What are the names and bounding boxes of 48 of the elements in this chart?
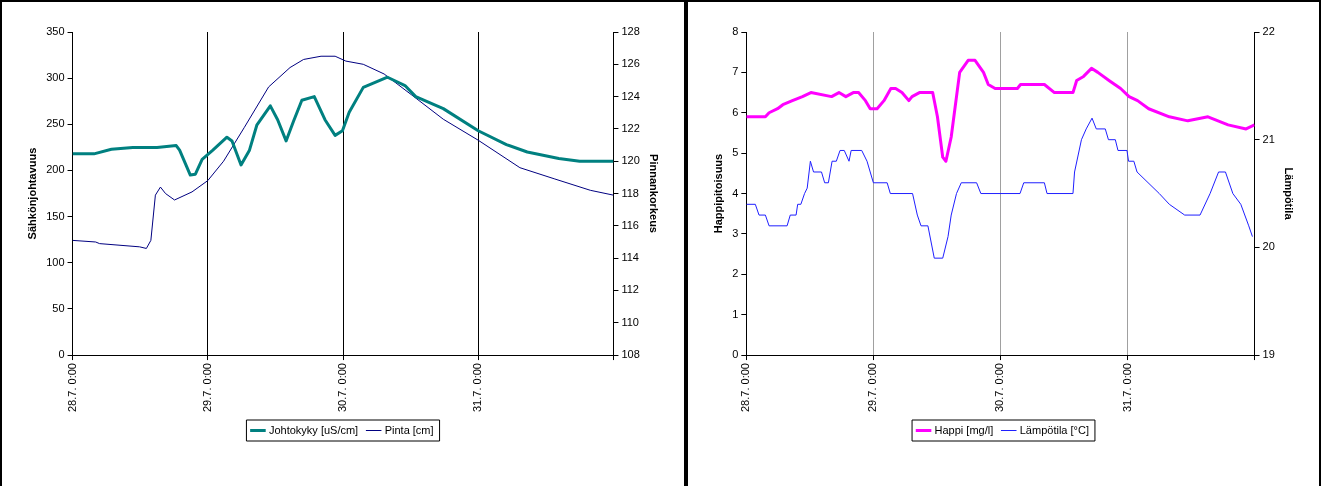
y-tick-label: 5 [732, 146, 739, 159]
y2-tick-label: 116 [621, 218, 639, 231]
y2-tick-label: 108 [621, 348, 640, 361]
y2-tick-label: 120 [621, 154, 640, 167]
legend-label: Happi [mg/l] [934, 423, 994, 436]
x-tick-label: 28.7. 0:00 [65, 363, 78, 413]
x-tick-label: 31.7. 0:00 [471, 363, 484, 413]
y-tick-label: 250 [46, 117, 65, 130]
y2-tick-label: 19 [1262, 348, 1275, 361]
y-tick-label: 7 [732, 65, 739, 78]
y-tick-label: 4 [732, 186, 739, 199]
y2-tick-label: 122 [621, 121, 640, 134]
x-tick-label: 29.7. 0:00 [200, 363, 213, 413]
y2-tick-label: 126 [621, 57, 640, 70]
x-tick-label: 30.7. 0:00 [336, 363, 349, 413]
legend-label: Lämpötila [°C] [1019, 423, 1089, 436]
y-tick-label: 6 [732, 105, 739, 118]
y-tick-label: 8 [732, 25, 739, 38]
y2-tick-label: 20 [1262, 240, 1275, 253]
y-tick-label: 0 [58, 348, 65, 361]
y-tick-label: 350 [46, 25, 65, 38]
y-tick-label: 150 [46, 209, 65, 222]
y-tick-label: 300 [46, 71, 65, 84]
y-tick-label: 0 [732, 348, 739, 361]
y2-tick-label: 118 [621, 186, 639, 199]
y-tick-label: 2 [732, 267, 739, 280]
y2-tick-label: 124 [621, 89, 640, 102]
legend-label: Johtokyky [uS/cm] [268, 423, 359, 436]
legend-label: Pinta [cm] [384, 423, 434, 436]
x-tick-label: 30.7. 0:00 [993, 363, 1006, 413]
y2-tick-label: 21 [1262, 132, 1275, 145]
y-tick-label: 3 [732, 226, 739, 239]
y2-tick-label: 114 [621, 251, 639, 264]
x-tick-label: 31.7. 0:00 [1120, 363, 1133, 413]
y-tick-label: 1 [732, 307, 739, 320]
y2-axis-title: Lämpötila [1283, 167, 1296, 221]
y2-tick-label: 128 [621, 25, 640, 38]
y2-axis-title: Pinnankorkeus [648, 154, 661, 233]
y-axis-title: Sähkönjohtavuus [25, 147, 38, 240]
y2-tick-label: 22 [1262, 25, 1275, 38]
y2-tick-label: 110 [621, 315, 639, 328]
y-tick-label: 100 [46, 255, 65, 268]
y-axis-title: Happipitoisuus [711, 153, 724, 234]
y2-tick-label: 112 [621, 283, 639, 296]
x-tick-label: 28.7. 0:00 [739, 363, 752, 413]
y-tick-label: 50 [52, 301, 65, 314]
x-tick-label: 29.7. 0:00 [866, 363, 879, 413]
y-tick-label: 200 [46, 163, 65, 176]
